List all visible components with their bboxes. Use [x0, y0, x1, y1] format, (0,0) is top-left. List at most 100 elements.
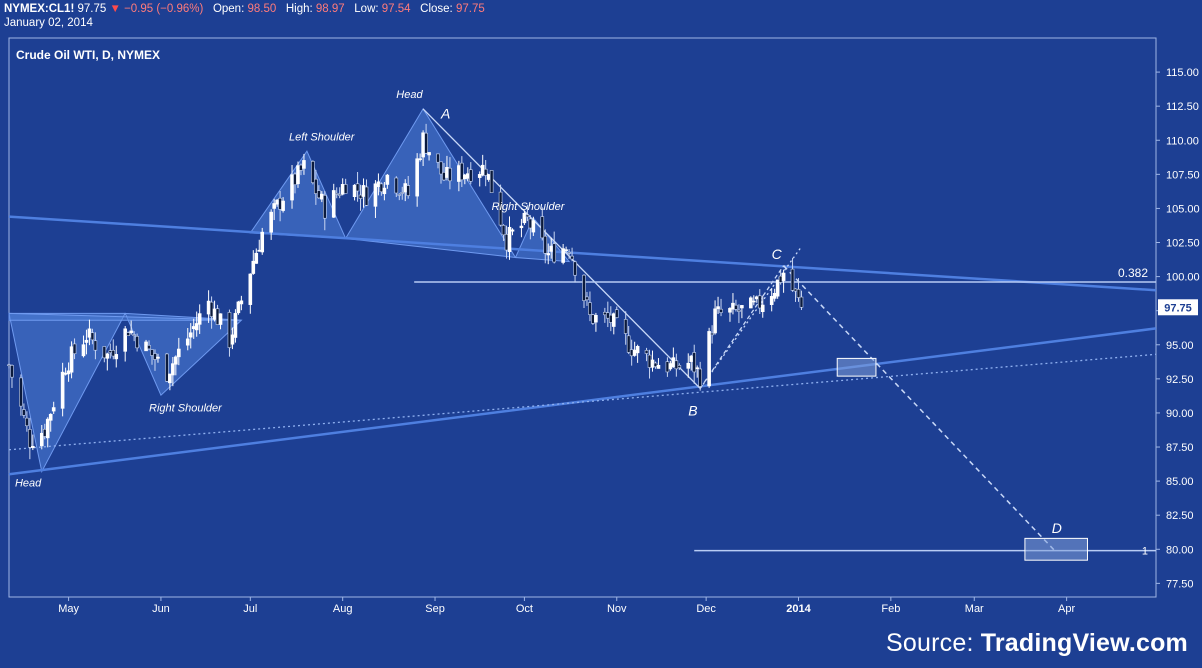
- candle-body: [519, 225, 524, 229]
- pattern-label: Head: [396, 89, 423, 101]
- candle-body: [251, 260, 256, 274]
- candle-body: [93, 340, 98, 351]
- y-tick-label: 87.50: [1166, 442, 1194, 454]
- source-prefix: Source:: [886, 629, 974, 657]
- candle-body: [177, 348, 181, 358]
- candle-body: [623, 319, 628, 334]
- candle-body: [483, 168, 488, 176]
- candle-body: [790, 268, 795, 291]
- candle-body: [585, 296, 589, 301]
- candle-body: [320, 193, 324, 200]
- candle-body: [436, 153, 440, 163]
- candle-body: [31, 445, 35, 449]
- x-tick-label: 2014: [786, 603, 811, 615]
- candle-body: [290, 174, 294, 201]
- wave-label-a: A: [440, 105, 450, 121]
- candle-body: [174, 356, 178, 365]
- candle-body: [677, 365, 682, 368]
- high-label: High:: [285, 3, 313, 15]
- low-label: Low:: [354, 3, 379, 15]
- candle-body: [698, 368, 702, 387]
- candle-body: [442, 172, 446, 181]
- candle-body: [254, 252, 259, 264]
- candle-body: [501, 225, 506, 236]
- candle-body: [448, 167, 452, 182]
- candle-body: [10, 365, 14, 378]
- candle-body: [212, 308, 217, 320]
- pattern-head-top: [344, 107, 517, 259]
- candle-body: [775, 279, 780, 297]
- candle-body: [477, 174, 482, 178]
- candle-body: [63, 372, 68, 375]
- candle-body: [22, 409, 26, 416]
- candle-body: [269, 211, 273, 233]
- symbol-name: NYMEX:CL1!: [4, 3, 75, 15]
- candle-body: [734, 304, 738, 310]
- candle-body: [293, 173, 297, 185]
- x-tick-label: Mar: [965, 603, 984, 615]
- candle-body: [355, 183, 360, 192]
- candle-body: [778, 275, 783, 283]
- low-value: 97.54: [381, 3, 411, 15]
- candle-body: [168, 373, 172, 384]
- candle-body: [653, 362, 658, 367]
- candle-body: [457, 165, 461, 182]
- candle-body: [397, 194, 402, 196]
- candle-body: [674, 360, 679, 370]
- x-tick-label: Nov: [607, 603, 627, 615]
- channel-dotted: [699, 246, 803, 389]
- candle-body: [60, 371, 65, 409]
- open-label: Open:: [212, 3, 245, 15]
- y-tick-label: 105.00: [1166, 203, 1200, 215]
- candle-body: [609, 314, 613, 323]
- candle-body: [427, 152, 431, 156]
- y-tick-label: 80.00: [1166, 544, 1194, 556]
- pattern-label: Head: [15, 478, 42, 490]
- neckline-top: [8, 215, 1157, 292]
- fib-label-1: 1: [1142, 546, 1148, 558]
- candle-body: [716, 306, 720, 310]
- candle-body: [302, 160, 306, 169]
- candle-body: [626, 335, 631, 353]
- candle-body: [108, 350, 113, 354]
- pattern-label: Left Shoulder: [289, 131, 356, 143]
- candle-body: [322, 195, 327, 219]
- candle-body: [185, 338, 190, 346]
- candle-body: [769, 296, 774, 305]
- candle-body: [358, 194, 363, 199]
- high-value: 98.97: [315, 3, 345, 15]
- candle-body: [465, 173, 470, 179]
- candle-body: [144, 341, 148, 352]
- candle-body: [486, 174, 491, 180]
- candle-body: [69, 346, 74, 373]
- candle-body: [132, 334, 136, 336]
- target-box-2: [1024, 537, 1088, 561]
- candle-body: [760, 304, 765, 313]
- source-credit: Source: TradingView.com: [886, 629, 1188, 658]
- candle-body: [373, 183, 378, 207]
- candle-body: [379, 183, 384, 193]
- candle-body: [424, 132, 428, 154]
- candle-body: [713, 308, 717, 334]
- candle-body: [611, 313, 616, 327]
- candle-body: [194, 323, 199, 331]
- candle-body: [385, 174, 390, 185]
- rising-support-line: [8, 327, 1157, 476]
- x-tick-label: Feb: [881, 603, 900, 615]
- candle-body: [257, 249, 262, 252]
- candle-body: [272, 203, 276, 209]
- fib-label-0382: 0.382: [1118, 266, 1148, 280]
- candle-body: [796, 288, 801, 298]
- y-tick-label: 107.50: [1166, 169, 1200, 181]
- y-tick-label: 85.00: [1166, 476, 1194, 488]
- candle-body: [90, 332, 95, 341]
- candle-body: [135, 336, 139, 349]
- candle-body: [236, 301, 241, 314]
- candle-body: [331, 190, 336, 218]
- candle-body: [614, 309, 619, 318]
- candle-body: [156, 356, 160, 359]
- candle-body: [126, 332, 130, 336]
- candle-body: [188, 332, 193, 338]
- candle-body: [498, 191, 503, 226]
